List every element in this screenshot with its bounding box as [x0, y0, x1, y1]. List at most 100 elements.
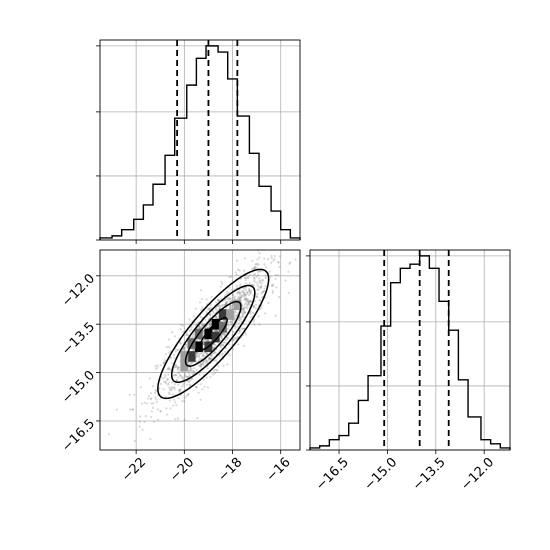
scatter-point — [264, 284, 267, 288]
scatter-point — [258, 256, 261, 259]
scatter-point — [128, 393, 131, 396]
hist2-xtick-label-1: −15.0 — [362, 455, 401, 494]
scatter-point — [220, 297, 223, 300]
scatter-point — [244, 278, 247, 282]
scatter-point — [217, 299, 220, 303]
scatter-point — [235, 284, 238, 287]
scatter-point — [195, 353, 198, 357]
scatter-point — [192, 349, 195, 352]
scatter-point — [246, 307, 249, 310]
scatter-point — [150, 410, 153, 413]
scatter-point — [202, 361, 205, 364]
scatter-point — [163, 361, 166, 364]
scatter-point — [269, 261, 273, 264]
scatter-point — [214, 351, 217, 354]
scatter-point — [177, 371, 180, 374]
scatter-point — [154, 389, 157, 392]
scatter-point — [254, 295, 258, 299]
scatter-point — [187, 333, 190, 337]
scatter-point — [219, 344, 223, 347]
scatter-point — [243, 286, 246, 290]
scatter-point — [263, 263, 266, 266]
scatter-point — [246, 300, 249, 303]
contour-1.5-sigma — [170, 284, 256, 383]
scatter-point — [247, 301, 250, 305]
scatter-point — [260, 281, 264, 285]
scatter-point — [220, 334, 223, 337]
scatter-point — [223, 341, 226, 344]
scatter-point — [151, 406, 155, 409]
scatter-point — [229, 323, 233, 326]
scatter-point — [239, 318, 243, 321]
scatter-point — [231, 321, 234, 324]
scatter-point — [214, 368, 217, 371]
scatter-point — [159, 382, 163, 385]
scatter-point — [162, 388, 165, 391]
scatter-point — [182, 330, 185, 334]
scatter-point — [261, 279, 265, 282]
scatter-point — [243, 257, 247, 260]
scatter-point — [252, 311, 255, 315]
scatter-point — [192, 332, 195, 336]
scatter-xtick-label-3: −16 — [264, 455, 294, 485]
scatter-point — [189, 362, 192, 365]
scatter-point — [179, 328, 182, 331]
scatter-point — [243, 276, 246, 279]
scatter-point — [193, 371, 197, 374]
scatter-point — [241, 290, 244, 293]
scatter-point — [254, 303, 258, 306]
scatter-point — [243, 303, 246, 306]
scatter-point — [248, 300, 251, 303]
scatter-point — [167, 383, 170, 386]
scatter-point — [167, 373, 170, 376]
scatter-point — [175, 404, 178, 407]
scatter-point — [229, 319, 232, 322]
scatter-point — [265, 266, 268, 269]
scatter-point — [221, 343, 225, 347]
scatter-point — [231, 293, 234, 296]
scatter-point — [274, 273, 278, 277]
scatter-point — [242, 306, 245, 309]
scatter-point — [247, 277, 250, 280]
scatter-point — [212, 369, 216, 372]
scatter-point — [172, 386, 175, 389]
scatter-point — [215, 301, 218, 304]
scatter-xtick-label-2: −18 — [215, 455, 245, 485]
scatter-point — [198, 373, 201, 376]
scatter-point — [218, 354, 221, 357]
scatter-point — [215, 368, 218, 371]
scatter-point — [247, 301, 251, 304]
scatter-point — [204, 351, 207, 354]
scatter-point — [261, 291, 264, 294]
scatter-point — [151, 385, 155, 388]
scatter-point — [239, 291, 242, 294]
scatter-point — [209, 314, 212, 317]
scatter-point — [164, 380, 167, 383]
scatter-point — [181, 375, 184, 378]
scatter-point — [238, 297, 242, 300]
scatter-point — [244, 302, 247, 305]
scatter-point — [212, 351, 216, 355]
scatter-point — [177, 389, 180, 392]
scatter-point — [248, 287, 251, 291]
scatter-point — [214, 315, 218, 318]
scatter-point — [207, 356, 211, 359]
scatter-point — [200, 325, 204, 328]
scatter-point — [209, 357, 213, 360]
scatter-point — [229, 306, 232, 309]
scatter-point — [133, 393, 136, 396]
scatter-point — [231, 294, 234, 297]
scatter-point — [253, 266, 257, 269]
scatter-point — [260, 284, 263, 287]
scatter-point — [246, 276, 249, 280]
scatter-point — [233, 339, 236, 342]
scatter-point — [239, 329, 242, 332]
scatter-point — [201, 352, 204, 355]
scatter-point — [225, 301, 228, 304]
scatter-point — [189, 368, 192, 372]
scatter-point — [202, 354, 205, 358]
scatter-point — [250, 300, 253, 303]
scatter-point — [187, 380, 190, 383]
scatter-point — [168, 392, 171, 396]
scatter-point — [182, 348, 185, 351]
